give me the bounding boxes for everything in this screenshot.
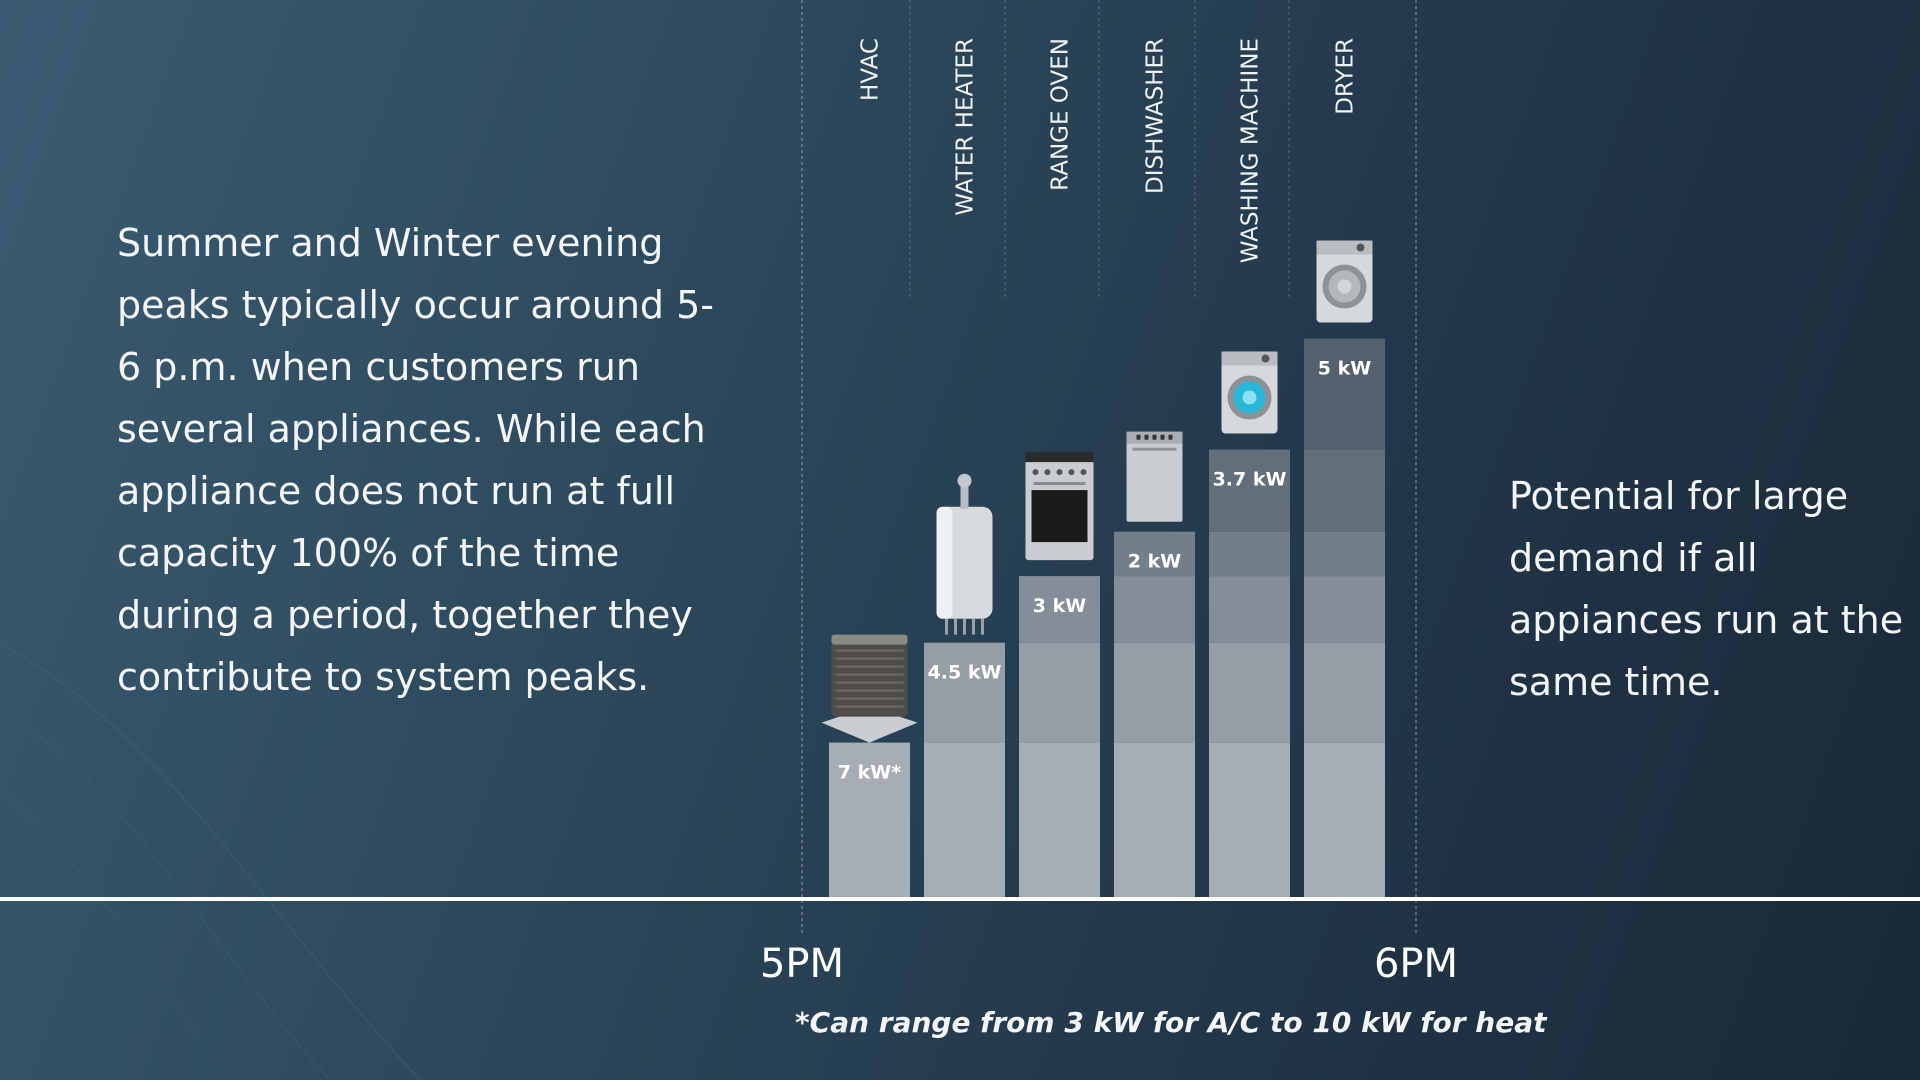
data-label: 3.7 kW	[1213, 469, 1287, 491]
bar-dishwasher	[1114, 531, 1195, 898]
data-label: 2 kW	[1128, 551, 1181, 573]
category-label: DISHWASHER	[1143, 38, 1169, 194]
washing-machine-icon	[1221, 351, 1278, 434]
description-text: Summer and Winter evening peaks typicall…	[117, 221, 714, 699]
bar-segment	[1209, 531, 1290, 577]
potential-demand-text: Potential for large demand if all appian…	[1509, 474, 1904, 704]
category-label: HVAC	[858, 38, 884, 101]
footnote: *Can range from 3 kW for A/C to 10 kW fo…	[795, 1006, 1547, 1039]
category-label: RANGE OVEN	[1048, 38, 1074, 191]
data-label: 7 kW*	[838, 762, 901, 784]
bar-segment	[1304, 531, 1385, 577]
category-label: WASHING MACHINE	[1238, 38, 1264, 263]
dishwasher-icon	[1126, 431, 1183, 522]
bar-segment	[1114, 742, 1195, 898]
bar-water-heater	[924, 642, 1005, 898]
dryer-icon	[1316, 240, 1373, 323]
bar-dryer	[1304, 338, 1385, 898]
bar-segment	[1114, 531, 1195, 577]
bar-segment	[829, 742, 910, 898]
bar-segment	[924, 642, 1005, 743]
bar-segment	[1304, 576, 1385, 643]
category-label: WATER HEATER	[953, 38, 979, 216]
bar-segment	[1304, 449, 1385, 532]
bar-segment	[1209, 576, 1290, 643]
bar-segment	[1019, 576, 1100, 643]
category-label: DRYER	[1333, 38, 1359, 115]
range-oven-icon	[1025, 452, 1094, 561]
data-label: 3 kW	[1033, 595, 1086, 617]
data-label: 5 kW	[1318, 358, 1371, 380]
bar-segment	[924, 742, 1005, 898]
data-label: 4.5 kW	[928, 662, 1002, 684]
bar-segment	[1304, 742, 1385, 898]
bar-segment	[1209, 742, 1290, 898]
x-tick-label: 6PM	[1374, 941, 1458, 987]
bar-segment	[1209, 449, 1290, 532]
bar-range-oven	[1019, 576, 1100, 898]
bar-segment	[1114, 576, 1195, 643]
bar-segment	[1114, 642, 1195, 743]
bar-hvac	[829, 742, 910, 898]
ac-unit-icon	[821, 634, 918, 743]
bar-segment	[1209, 642, 1290, 743]
water-heater-icon	[936, 473, 993, 635]
x-tick-label: 5PM	[760, 941, 844, 987]
bar-washing-machine	[1209, 449, 1290, 898]
bar-segment	[1019, 642, 1100, 743]
bar-segment	[1304, 338, 1385, 450]
bar-segment	[1019, 742, 1100, 898]
bar-segment	[1304, 642, 1385, 743]
